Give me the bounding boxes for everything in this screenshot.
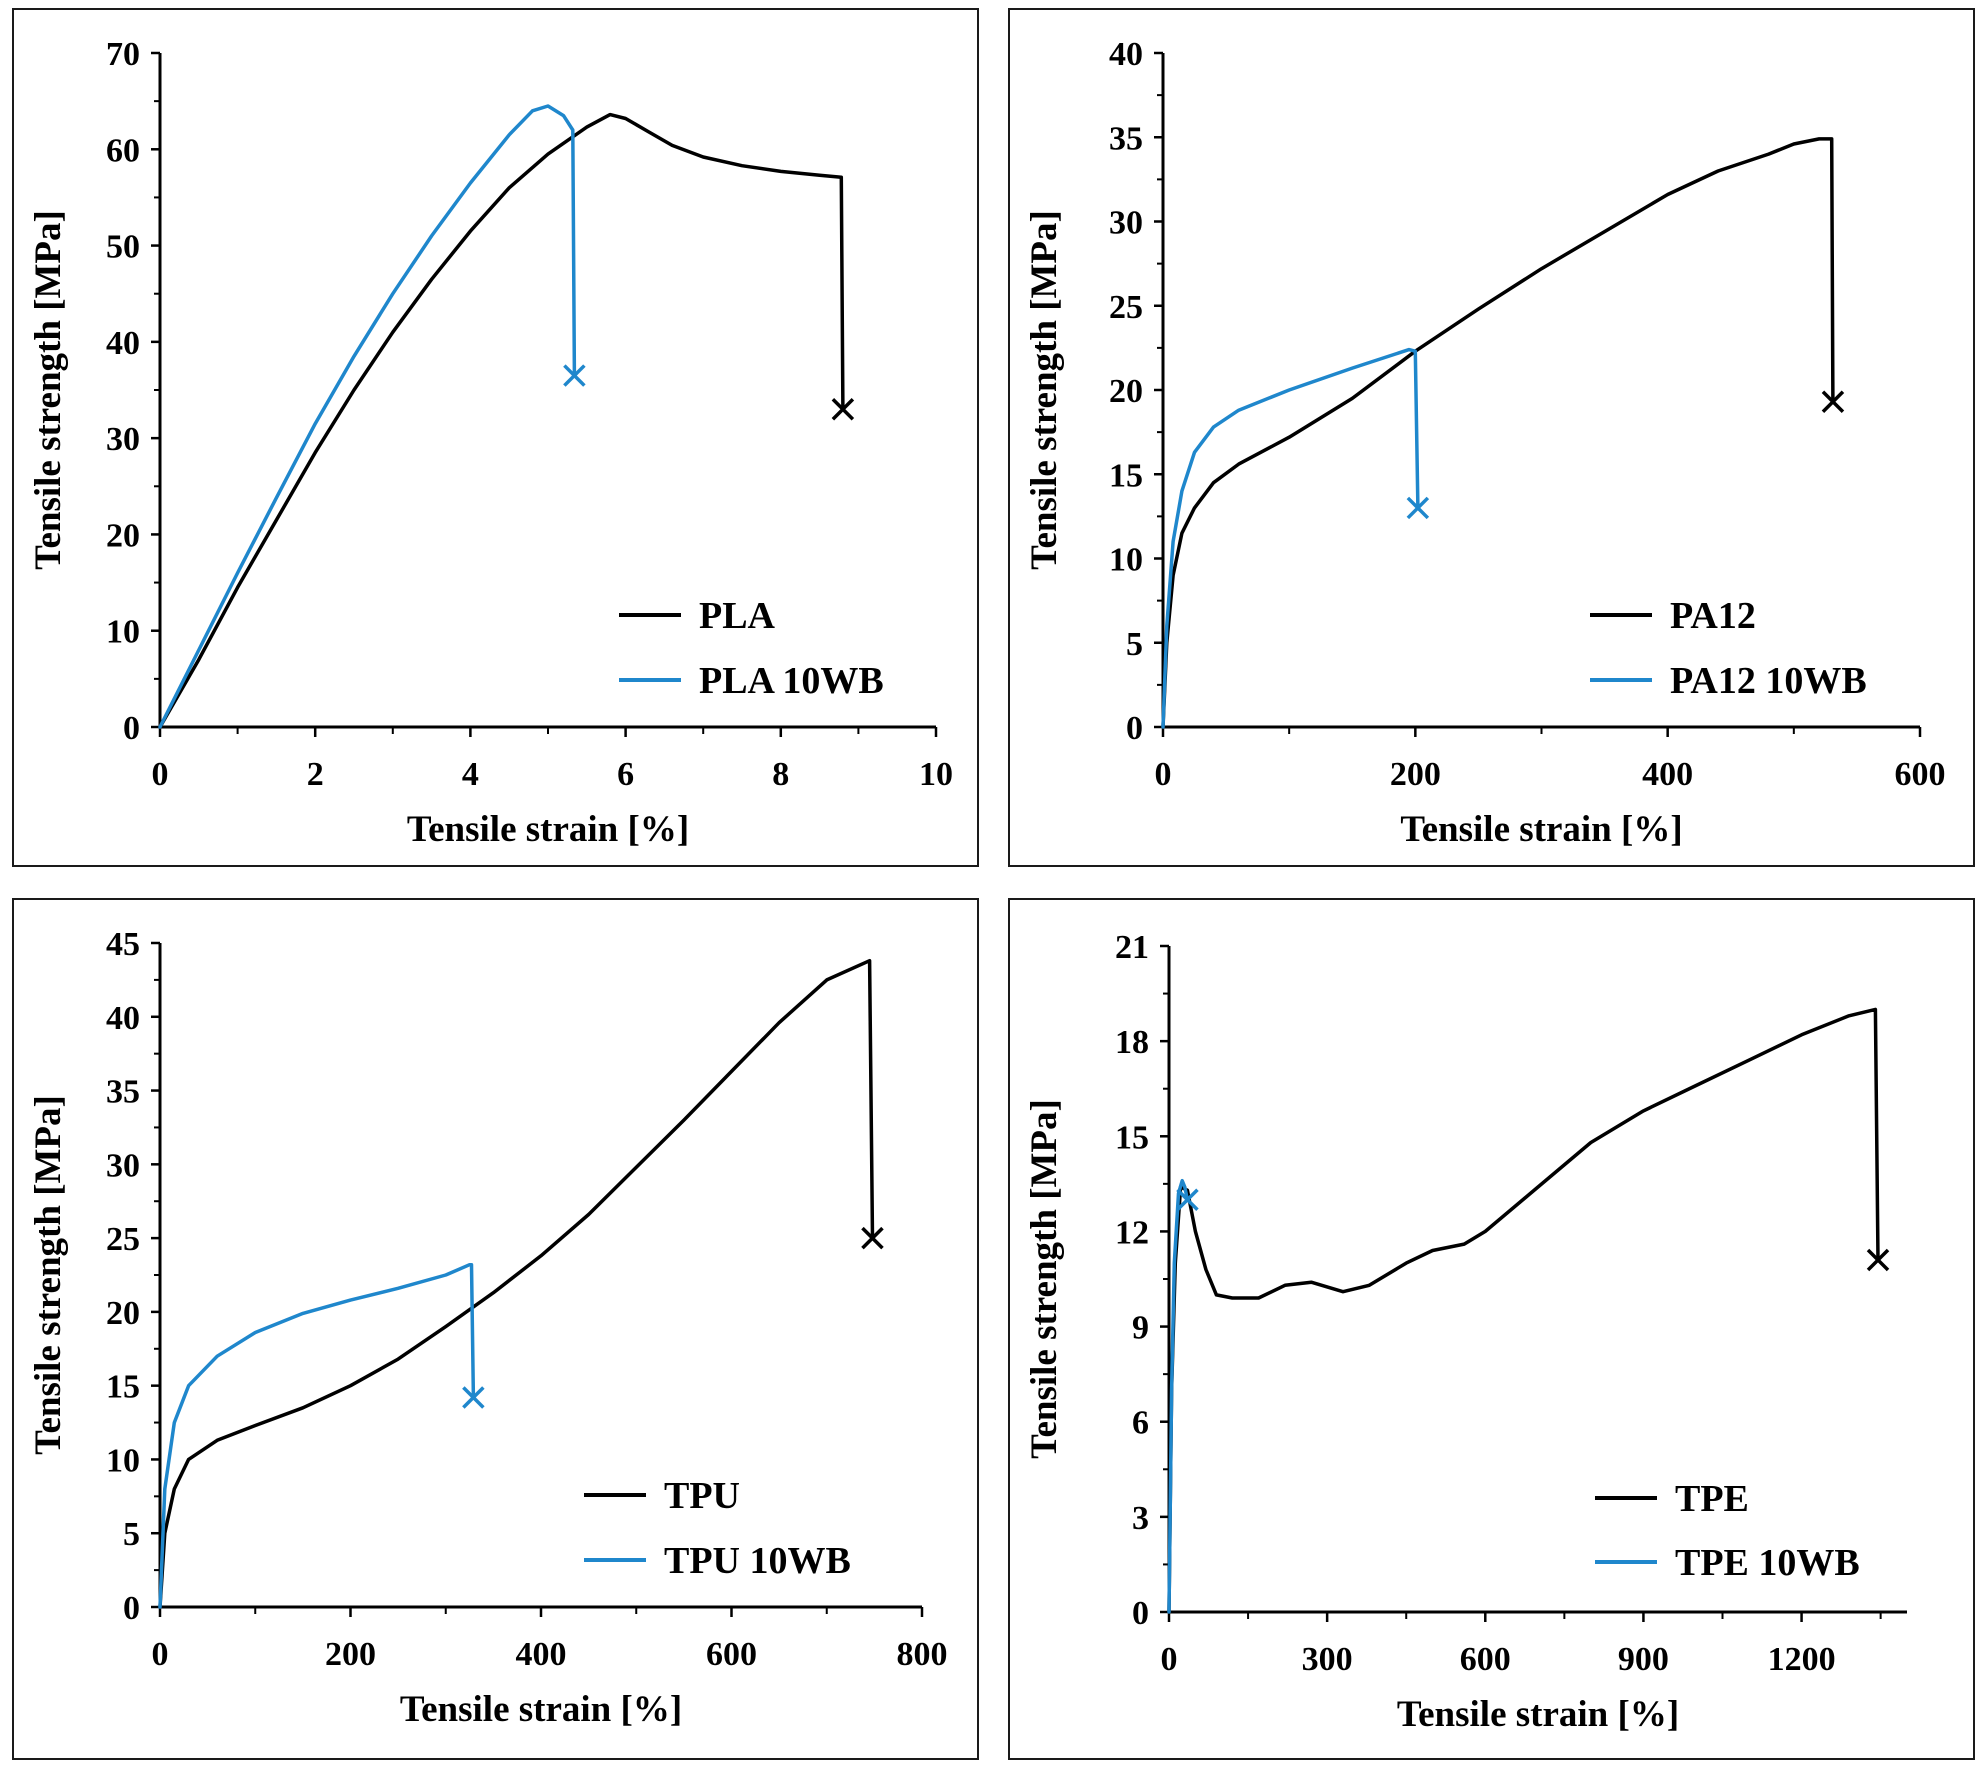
- y-tick-label: 70: [106, 36, 140, 73]
- y-tick-label: 35: [1109, 120, 1143, 157]
- x-tick-label: 8: [772, 756, 789, 793]
- series-line-1: [1161, 347, 1420, 729]
- y-tick-label: 30: [106, 1147, 140, 1184]
- x-axis-title: Tensile strain [%]: [1400, 809, 1682, 850]
- x-tick-label: 0: [1161, 1641, 1178, 1678]
- legend-label: PA12 10WB: [1670, 660, 1867, 702]
- x-tick-label: 200: [325, 1636, 376, 1673]
- y-tick-label: 0: [123, 1590, 140, 1627]
- series-line-0: [158, 958, 875, 1609]
- legend-label: TPE: [1675, 1478, 1749, 1520]
- y-tick-label: 60: [106, 132, 140, 169]
- y-axis-title: Tensile strength [MPa]: [1024, 1099, 1065, 1459]
- y-tick-label: 40: [106, 1000, 140, 1037]
- chart-pla: 0 10 20 30 40 50 60 70 0 2 4 6 8 10 Tensile strain [%]…: [28, 36, 953, 850]
- x-axis-title: Tensile strain [%]: [1397, 1694, 1679, 1735]
- x-tick-label: 400: [516, 1636, 567, 1673]
- break-marker: [1406, 496, 1430, 520]
- y-tick-label: 45: [106, 926, 140, 963]
- x-tick-label: 2: [307, 756, 324, 793]
- y-tick-label: 20: [106, 1295, 140, 1332]
- y-tick-label: 9: [1132, 1310, 1149, 1347]
- legend-label: TPU 10WB: [664, 1540, 851, 1582]
- y-tick-label: 25: [1109, 289, 1143, 326]
- y-tick-label: 5: [123, 1516, 140, 1553]
- y-tick-label: 35: [106, 1074, 140, 1111]
- x-tick-label: 10: [919, 756, 953, 793]
- legend-label: TPE 10WB: [1675, 1542, 1860, 1584]
- break-marker: [563, 364, 586, 387]
- x-axis-title: Tensile strain [%]: [407, 809, 689, 850]
- break-marker: [462, 1386, 485, 1409]
- chart-tpe: 0 3 6 9 12 15 18 21 0 300 600 900 1200 Tensile strain…: [1024, 929, 1907, 1735]
- series-line-0: [1167, 1007, 1880, 1614]
- y-tick-label: 15: [106, 1369, 140, 1406]
- series-line-1: [158, 1262, 476, 1609]
- legend-label: PLA 10WB: [699, 660, 884, 702]
- y-tick-label: 50: [106, 229, 140, 266]
- y-tick-label: 40: [1109, 36, 1143, 73]
- y-tick-label: 21: [1115, 929, 1149, 966]
- x-tick-label: 200: [1390, 756, 1441, 793]
- y-axis-title: Tensile strength [MPa]: [28, 1095, 69, 1455]
- x-tick-label: 0: [1155, 756, 1172, 793]
- break-marker: [861, 1226, 884, 1250]
- x-tick-label: 600: [706, 1636, 757, 1673]
- panel-pa12: 0 5 10 15 20 25 30 35 40 0 200 400 600 Tensile strain…: [1008, 8, 1975, 867]
- x-tick-label: 1200: [1768, 1641, 1836, 1678]
- series-line-1: [158, 104, 577, 729]
- y-tick-label: 18: [1115, 1024, 1149, 1061]
- y-tick-label: 40: [106, 325, 140, 362]
- break-marker: [1866, 1248, 1890, 1272]
- y-tick-label: 20: [1109, 373, 1143, 410]
- x-tick-label: 600: [1895, 756, 1946, 793]
- y-tick-label: 0: [1132, 1595, 1149, 1632]
- chart-tpu: 0 5 10 15 20 25 30 35 40 45 0 200 400 600 800 Tensile s…: [28, 926, 948, 1730]
- x-tick-label: 600: [1460, 1641, 1511, 1678]
- break-marker: [1821, 390, 1845, 414]
- series-line-0: [1161, 137, 1835, 729]
- x-axis-title: Tensile strain [%]: [400, 1689, 682, 1730]
- y-tick-label: 5: [1126, 626, 1143, 663]
- y-tick-label: 6: [1132, 1405, 1149, 1442]
- x-tick-label: 900: [1618, 1641, 1669, 1678]
- y-tick-label: 10: [1109, 542, 1143, 579]
- y-tick-label: 0: [1126, 710, 1143, 747]
- panel-tpe: 0 3 6 9 12 15 18 21 0 300 600 900 1200 Tensile strain…: [1008, 898, 1975, 1760]
- x-tick-label: 0: [152, 1636, 169, 1673]
- y-tick-label: 0: [123, 710, 140, 747]
- y-tick-label: 20: [106, 517, 140, 554]
- y-tick-label: 15: [1115, 1119, 1149, 1156]
- y-tick-label: 12: [1115, 1214, 1149, 1251]
- series-line-0: [158, 112, 845, 729]
- x-tick-label: 800: [897, 1636, 948, 1673]
- x-tick-label: 4: [462, 756, 479, 793]
- panel-tpu: 0 5 10 15 20 25 30 35 40 45 0 200 400 600 800 Tensile s…: [12, 898, 979, 1760]
- legend-label: PLA: [699, 595, 776, 637]
- x-tick-label: 0: [152, 756, 169, 793]
- y-tick-label: 10: [106, 614, 140, 651]
- y-tick-label: 3: [1132, 1500, 1149, 1537]
- series-line-1: [1167, 1178, 1190, 1614]
- break-marker: [831, 398, 855, 421]
- y-tick-label: 30: [1109, 205, 1143, 242]
- y-tick-label: 15: [1109, 457, 1143, 494]
- y-tick-label: 25: [106, 1221, 140, 1258]
- x-tick-label: 300: [1302, 1641, 1353, 1678]
- y-axis-title: Tensile strength [MPa]: [28, 210, 69, 570]
- legend-label: TPU: [664, 1475, 740, 1517]
- y-axis-title: Tensile strength [MPa]: [1024, 210, 1065, 570]
- break-marker: [1176, 1188, 1199, 1211]
- y-tick-label: 10: [106, 1442, 140, 1479]
- x-tick-label: 6: [617, 756, 634, 793]
- y-tick-label: 30: [106, 421, 140, 458]
- panel-pla: 0 10 20 30 40 50 60 70 0 2 4 6 8 10 Tensile strain [%]…: [12, 8, 979, 867]
- legend-label: PA12: [1670, 595, 1756, 637]
- x-tick-label: 400: [1642, 756, 1693, 793]
